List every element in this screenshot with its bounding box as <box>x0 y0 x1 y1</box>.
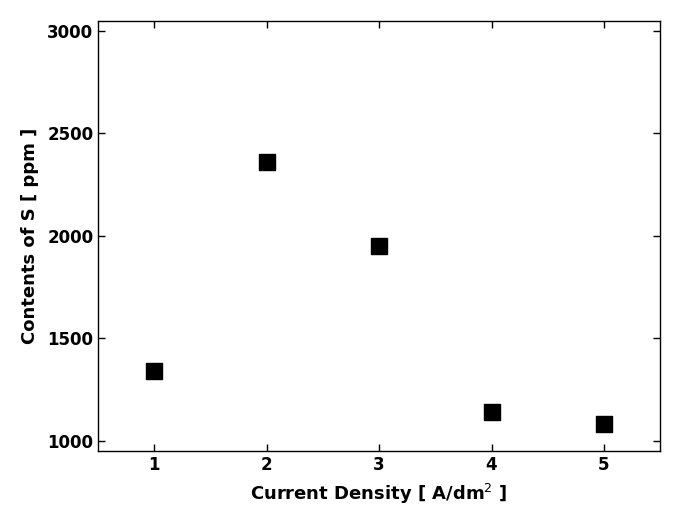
Point <box>149 367 160 375</box>
X-axis label: Current Density [ A/dm$^2$ ]: Current Density [ A/dm$^2$ ] <box>251 482 508 506</box>
Point <box>262 158 272 167</box>
Point <box>599 420 609 428</box>
Point <box>486 408 497 416</box>
Point <box>374 242 385 250</box>
Y-axis label: Contents of S [ ppm ]: Contents of S [ ppm ] <box>21 128 39 344</box>
